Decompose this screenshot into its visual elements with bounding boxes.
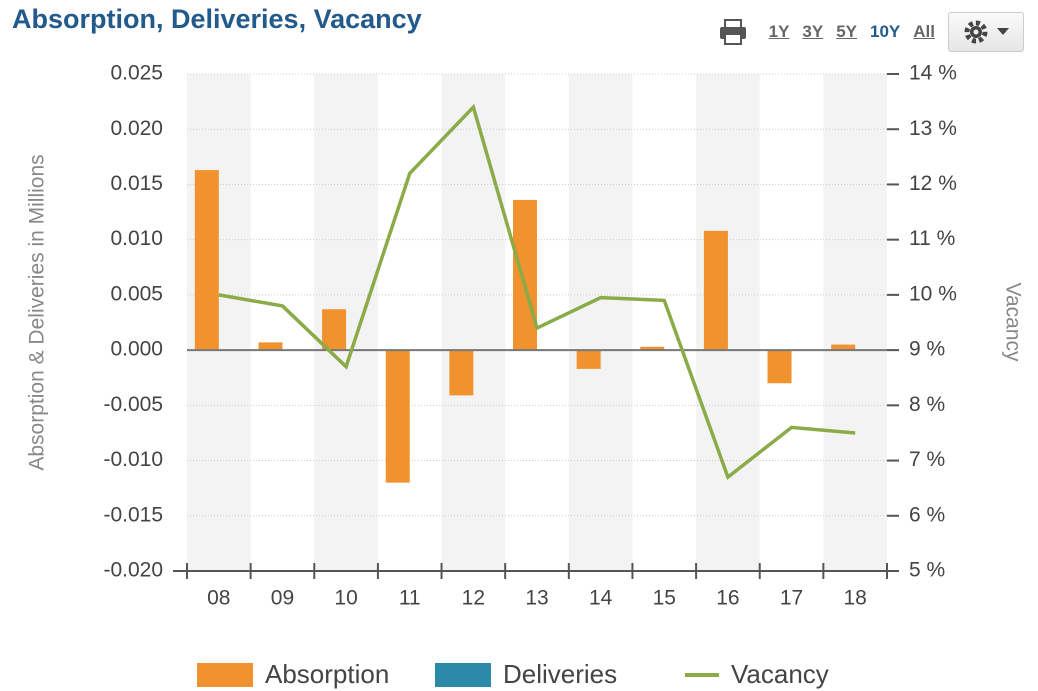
band <box>441 74 506 571</box>
bar <box>703 230 728 351</box>
x-tick-label: 12 <box>462 587 485 610</box>
y2-tick-label: 11 % <box>909 227 955 250</box>
band <box>314 74 378 571</box>
bar <box>258 342 283 351</box>
range-button[interactable]: 5Y <box>836 22 858 41</box>
y2-tick-label: 12 % <box>909 172 957 195</box>
bar <box>194 170 219 351</box>
gear-icon <box>964 20 988 44</box>
y2-axis-label: Vacancy <box>1001 283 1024 362</box>
x-tick-label: 15 <box>653 587 676 610</box>
y2-tick-label: 13 % <box>909 117 957 140</box>
line <box>218 103 856 480</box>
y-tick-label: -0.015 <box>103 503 163 526</box>
x-tick-label: 08 <box>207 587 230 610</box>
y2-tick-label: 6 % <box>909 503 945 526</box>
y2-tick-label: 8 % <box>909 393 945 416</box>
bar <box>576 350 601 369</box>
bar <box>449 350 474 396</box>
y-tick-label: 0.020 <box>110 117 163 140</box>
bar <box>322 309 347 351</box>
x-tick-label: 14 <box>589 587 613 610</box>
band <box>823 74 887 571</box>
y2-tick-label: 7 % <box>909 448 945 471</box>
y-tick-label: 0.025 <box>110 62 163 85</box>
y-tick-label: 0.000 <box>110 338 163 361</box>
title: Absorption, Deliveries, Vacancy <box>12 4 422 34</box>
x-tick-label: 17 <box>780 587 803 610</box>
y-tick-label: -0.010 <box>103 448 163 471</box>
bar <box>831 344 856 351</box>
range-button[interactable]: 1Y <box>768 22 790 41</box>
y-tick-label: 0.015 <box>110 172 163 195</box>
x-tick-label: 18 <box>844 587 867 610</box>
y2-tick-label: 9 % <box>909 338 945 361</box>
legend-label: Absorption <box>265 659 389 689</box>
y-tick-label: -0.005 <box>103 393 163 416</box>
x-tick-label: 11 <box>399 587 421 610</box>
bar <box>640 346 665 351</box>
y2-tick-label: 14 % <box>909 62 957 85</box>
x-tick-label: 13 <box>525 587 548 610</box>
toolbar: 1Y 3Y 5Y 10Y All <box>718 12 1024 52</box>
y-tick-label: 0.010 <box>110 227 163 250</box>
band <box>696 74 760 571</box>
x-tick-label: 10 <box>334 587 357 610</box>
range-buttons: 1Y 3Y 5Y 10Y All <box>769 22 935 42</box>
bar <box>385 350 410 483</box>
band <box>187 74 251 571</box>
y2-tick-label: 5 % <box>909 559 945 582</box>
x-tick-label: 09 <box>271 587 294 610</box>
bar <box>767 350 792 384</box>
settings-button[interactable] <box>948 12 1024 52</box>
bar <box>513 199 537 351</box>
range-button[interactable]: 10Y <box>870 22 901 41</box>
y-axis-label: Absorption & Deliveries in Millions <box>26 154 49 470</box>
legend-swatch <box>435 663 491 687</box>
band <box>568 74 633 571</box>
y2-tick-label: 10 % <box>909 282 957 305</box>
print-icon[interactable] <box>718 18 748 46</box>
range-button[interactable]: All <box>913 22 935 41</box>
caret <box>997 28 1009 35</box>
y-tick-label: 0.005 <box>110 282 163 305</box>
legend-label: Vacancy <box>731 659 829 689</box>
range-button[interactable]: 3Y <box>802 22 824 41</box>
x-tick-label: 16 <box>716 587 739 610</box>
legend-label: Deliveries <box>503 659 617 689</box>
legend-swatch <box>197 663 253 687</box>
y-tick-label: -0.020 <box>103 559 163 582</box>
